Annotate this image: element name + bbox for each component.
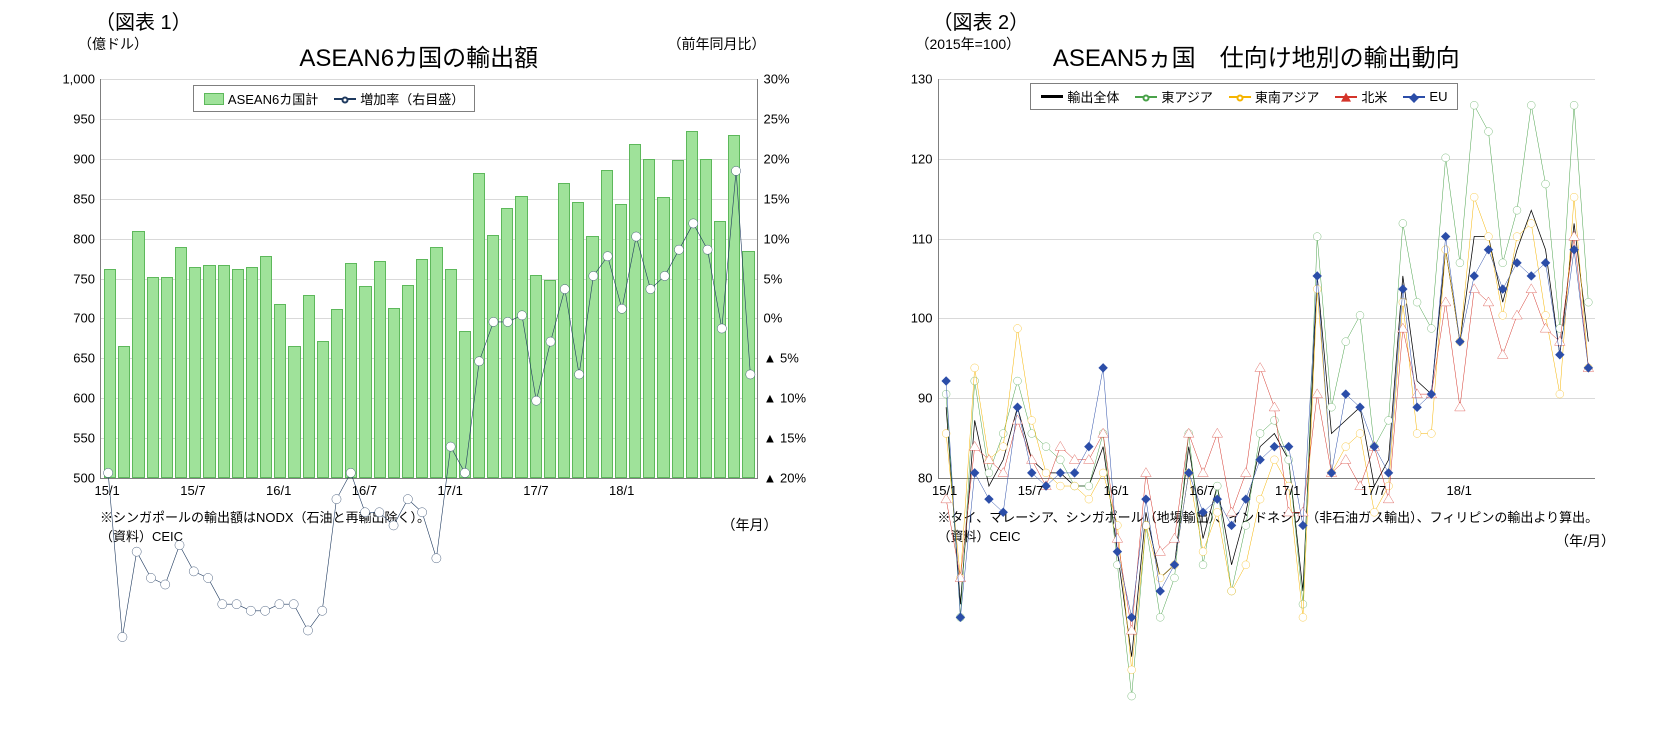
chart2-xtick: 16/7 <box>1189 483 1214 498</box>
chart2-xtick: 17/1 <box>1275 483 1300 498</box>
chart1-x-axis-label: （年月） <box>722 515 778 535</box>
chart1-xtick: 16/1 <box>266 483 291 498</box>
chart2-xtick: 16/1 <box>1104 483 1129 498</box>
chart2-xtick: 18/1 <box>1447 483 1472 498</box>
chart1-ytick-left: 650 <box>73 351 101 366</box>
chart1-xtick: 16/7 <box>352 483 377 498</box>
page: （図表 1） （億ドル） （前年同月比） ASEAN6カ国の輸出額 ASEAN6… <box>0 0 1675 573</box>
chart2-xtick: 17/7 <box>1361 483 1386 498</box>
chart2-x-axis-label: （年/月） <box>1555 531 1615 551</box>
chart1-yaxis-left-label: （億ドル） <box>78 34 148 54</box>
chart1-plot-area: ASEAN6カ国計 増加率（右目盛） 500550600650700750800… <box>100 79 758 479</box>
chart1-ytick-right: 10% <box>758 231 790 246</box>
panel-chart2: （図表 2） （2015年=100） ASEAN5ヵ国 仕向け地別の輸出動向 輸… <box>838 0 1675 573</box>
chart2-plot-area: 輸出全体東アジア東南アジア北米EU 8090100110120130 <box>938 79 1596 479</box>
chart2-ytick: 90 <box>918 391 938 406</box>
chart1-ytick-left: 750 <box>73 271 101 286</box>
chart2-ytick: 130 <box>911 72 939 87</box>
chart2-x-axis: 15/115/716/116/717/117/718/1 <box>938 483 1596 503</box>
chart1-ytick-right: ▲ 20% <box>758 471 807 486</box>
chart1-ytick-right: ▲ 10% <box>758 391 807 406</box>
chart2-xtick: 15/1 <box>932 483 957 498</box>
figure-label-2: （図表 2） <box>933 6 1030 35</box>
chart1-ytick-left: 600 <box>73 391 101 406</box>
chart2-ytick: 100 <box>911 311 939 326</box>
chart1-ytick-left: 700 <box>73 311 101 326</box>
figure-label-1: （図表 1） <box>95 6 192 35</box>
chart1-x-axis: 15/115/716/116/717/117/718/1 <box>100 483 758 503</box>
chart1-ytick-left: 950 <box>73 111 101 126</box>
chart1-ytick-left: 900 <box>73 151 101 166</box>
chart1-ytick-right: ▲ 5% <box>758 351 799 366</box>
chart1-ytick-right: 0% <box>758 311 783 326</box>
chart1-ytick-right: 20% <box>758 151 790 166</box>
chart1-xtick: 15/1 <box>94 483 119 498</box>
chart2-yaxis-left-label: （2015年=100） <box>916 34 1021 54</box>
chart1-xtick: 17/1 <box>438 483 463 498</box>
chart2-ytick: 110 <box>912 231 939 246</box>
chart1-xtick: 15/7 <box>180 483 205 498</box>
chart1-ytick-left: 800 <box>73 231 101 246</box>
panel-chart1: （図表 1） （億ドル） （前年同月比） ASEAN6カ国の輸出額 ASEAN6… <box>0 0 838 573</box>
chart1-ytick-right: ▲ 15% <box>758 431 807 446</box>
chart1-ytick-left: 850 <box>73 191 101 206</box>
chart1-ytick-right: 5% <box>758 271 783 286</box>
chart1-yaxis-right-label: （前年同月比） <box>668 34 766 54</box>
chart1-xtick: 17/7 <box>523 483 548 498</box>
chart2-xtick: 15/7 <box>1018 483 1043 498</box>
chart1-ytick-right: 15% <box>758 191 790 206</box>
chart1-ytick-left: 1,000 <box>62 72 101 87</box>
chart1-xtick: 18/1 <box>609 483 634 498</box>
chart1-ytick-left: 550 <box>73 431 101 446</box>
chart1-ytick-right: 30% <box>758 72 790 87</box>
chart2-ytick: 120 <box>911 151 939 166</box>
chart1-ytick-right: 25% <box>758 111 790 126</box>
